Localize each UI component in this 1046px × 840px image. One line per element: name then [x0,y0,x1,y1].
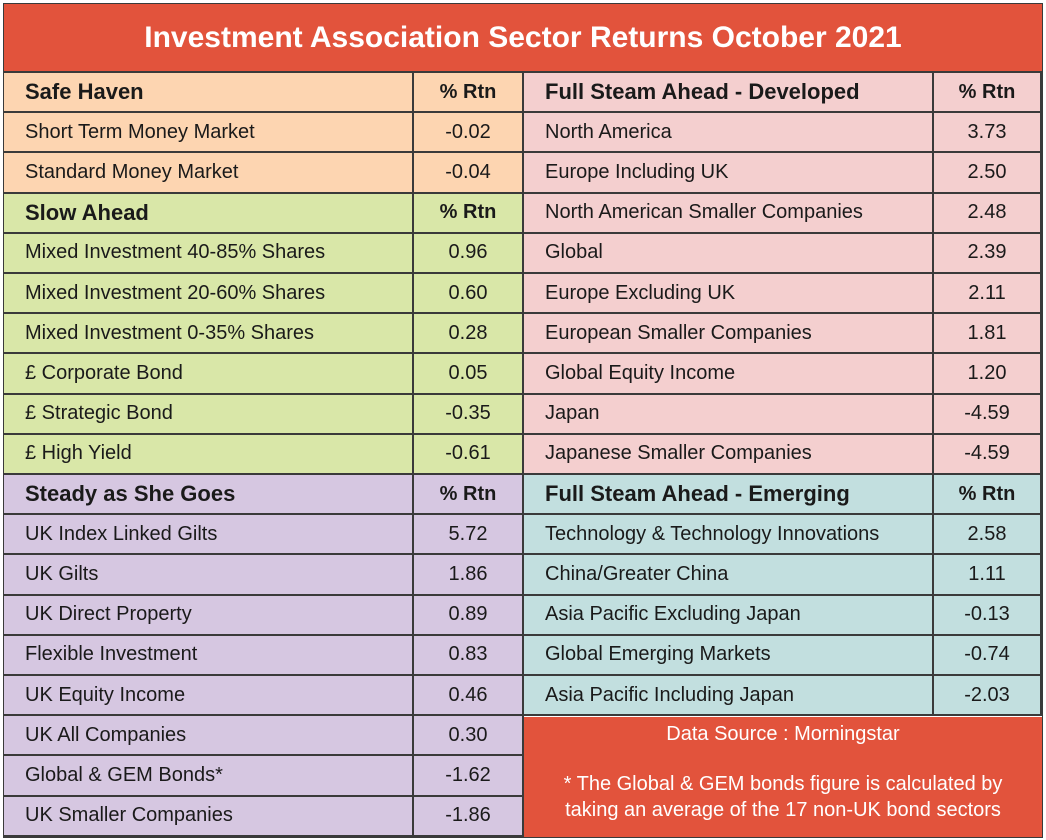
sector-return: 1.20 [934,354,1042,395]
sector-return: 2.39 [934,233,1042,274]
sector-name: Standard Money Market [4,153,414,194]
section-header-steady: Steady as She Goes [4,475,414,516]
data-source-box: Data Source : Morningstar * The Global &… [524,717,1042,837]
data-source-text: Data Source : Morningstar [666,723,900,745]
sector-return: -0.13 [934,595,1042,636]
footnote-line-2: taking an average of the 17 non-UK bond … [565,799,1001,821]
sector-name: Asia Pacific Including Japan [524,676,934,717]
sector-name: European Smaller Companies [524,314,934,355]
sector-name: UK All Companies [4,716,414,757]
sector-return: 1.11 [934,555,1042,596]
sector-name: Europe Including UK [524,153,934,194]
rtn-header-safe_haven: % Rtn [414,73,524,114]
sector-name: UK Equity Income [4,676,414,717]
sector-name: UK Smaller Companies [4,796,414,837]
sector-name: China/Greater China [524,555,934,596]
sector-return: -4.59 [934,394,1042,435]
rtn-header-developed: % Rtn [934,73,1042,114]
sector-return: -0.35 [414,394,524,435]
sector-return: 5.72 [414,515,524,556]
sector-name: £ High Yield [4,434,414,475]
sector-name: Technology & Technology Innovations [524,515,934,556]
returns-sheet: Investment Association Sector Returns Oc… [3,3,1043,838]
sector-return: 2.48 [934,193,1042,234]
sector-name: North American Smaller Companies [524,193,934,234]
sector-name: Flexible Investment [4,635,414,676]
sector-return: 0.28 [414,314,524,355]
sector-return: -4.59 [934,434,1042,475]
sector-name: £ Strategic Bond [4,394,414,435]
sector-return: 3.73 [934,113,1042,154]
sector-return: -2.03 [934,676,1042,717]
sector-name: North America [524,113,934,154]
sector-name: UK Direct Property [4,595,414,636]
sector-name: Global Equity Income [524,354,934,395]
section-header-emerging: Full Steam Ahead - Emerging [524,475,934,516]
sector-name: Global [524,233,934,274]
sector-return: -1.86 [414,796,524,837]
sector-return: 0.96 [414,233,524,274]
sector-name: Mixed Investment 20-60% Shares [4,274,414,315]
sector-return: 0.89 [414,595,524,636]
page-title: Investment Association Sector Returns Oc… [4,4,1042,73]
sector-return: 1.86 [414,555,524,596]
sector-name: Global & GEM Bonds* [4,756,414,797]
rtn-header-steady: % Rtn [414,475,524,516]
sector-return: 2.58 [934,515,1042,556]
sector-name: Short Term Money Market [4,113,414,154]
sector-return: 0.83 [414,635,524,676]
sector-name: Japanese Smaller Companies [524,434,934,475]
footnote-line-1: * The Global & GEM bonds figure is calcu… [563,773,1003,795]
sector-return: 1.81 [934,314,1042,355]
rtn-header-emerging: % Rtn [934,475,1042,516]
sector-return: -0.04 [414,153,524,194]
sector-name: Europe Excluding UK [524,274,934,315]
sector-return: -0.02 [414,113,524,154]
sector-name: UK Index Linked Gilts [4,515,414,556]
rtn-header-slow_ahead: % Rtn [414,193,524,234]
sector-name: UK Gilts [4,555,414,596]
sector-return: 0.05 [414,354,524,395]
sector-name: Asia Pacific Excluding Japan [524,595,934,636]
sector-return: 2.11 [934,274,1042,315]
sector-return: 0.30 [414,716,524,757]
footnote-text: * The Global & GEM bonds figure is calcu… [524,771,1042,823]
sector-name: Mixed Investment 0-35% Shares [4,314,414,355]
section-header-developed: Full Steam Ahead - Developed [524,73,934,114]
sector-return: -0.61 [414,434,524,475]
sector-return: 2.50 [934,153,1042,194]
sector-name: Japan [524,394,934,435]
sector-return: -0.74 [934,635,1042,676]
sector-name: Global Emerging Markets [524,635,934,676]
sector-name: Mixed Investment 40-85% Shares [4,233,414,274]
sector-return: 0.46 [414,676,524,717]
section-header-safe_haven: Safe Haven [4,73,414,114]
section-header-slow_ahead: Slow Ahead [4,193,414,234]
sector-name: £ Corporate Bond [4,354,414,395]
sector-return: 0.60 [414,274,524,315]
sector-return: -1.62 [414,756,524,797]
